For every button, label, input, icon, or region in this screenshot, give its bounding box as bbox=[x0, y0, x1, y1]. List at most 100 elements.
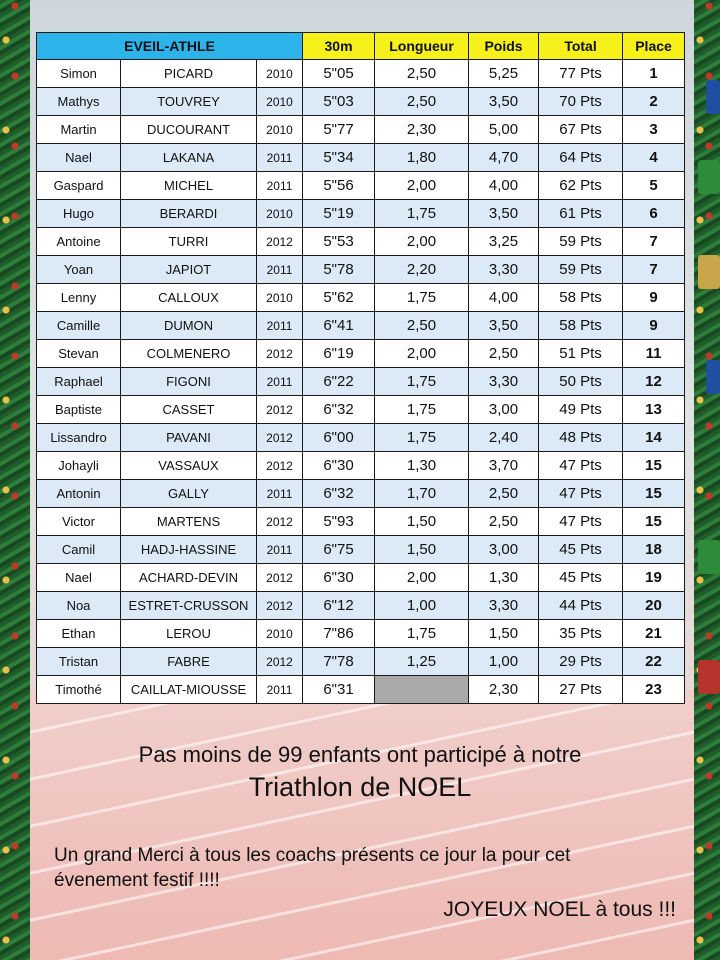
time-30m-cell: 7"86 bbox=[302, 619, 376, 648]
time-30m-cell: 6"32 bbox=[302, 395, 376, 424]
last-name-cell: BERARDI bbox=[120, 199, 257, 228]
table-row: Martin DUCOURANT 2010 5"77 2,30 5,00 67 Pts 3 bbox=[36, 115, 686, 144]
year-cell: 2012 bbox=[255, 507, 304, 536]
gift-decoration bbox=[698, 660, 720, 694]
time-30m-cell: 6"32 bbox=[302, 479, 376, 508]
table-row: Simon PICARD 2010 5"05 2,50 5,25 77 Pts 1 bbox=[36, 59, 686, 88]
poids-cell: 1,00 bbox=[468, 647, 540, 676]
year-cell: 2012 bbox=[255, 395, 304, 424]
total-cell: 49 Pts bbox=[538, 395, 624, 424]
year-cell: 2012 bbox=[255, 227, 304, 256]
year-cell: 2010 bbox=[255, 199, 304, 228]
year-cell: 2011 bbox=[255, 311, 304, 340]
year-cell: 2012 bbox=[255, 647, 304, 676]
first-name-cell: Camille bbox=[36, 311, 121, 340]
poids-cell: 3,50 bbox=[468, 199, 540, 228]
place-cell: 14 bbox=[622, 423, 686, 452]
table-row: Antonin GALLY 2011 6"32 1,70 2,50 47 Pts 15 bbox=[36, 479, 686, 508]
garland-decoration-right bbox=[694, 0, 720, 960]
table-row: Noa ESTRET-CRUSSON 2012 6"12 1,00 3,30 44 Pts 2… bbox=[36, 591, 686, 620]
place-cell: 4 bbox=[622, 143, 686, 172]
total-cell: 59 Pts bbox=[538, 255, 624, 284]
time-30m-cell: 6"31 bbox=[302, 675, 376, 704]
total-cell: 61 Pts bbox=[538, 199, 624, 228]
last-name-cell: PICARD bbox=[120, 59, 257, 88]
longueur-cell: 1,30 bbox=[374, 451, 470, 480]
total-cell: 27 Pts bbox=[538, 675, 624, 704]
gift-decoration bbox=[706, 360, 720, 394]
total-cell: 45 Pts bbox=[538, 563, 624, 592]
longueur-cell: 1,50 bbox=[374, 535, 470, 564]
place-cell: 11 bbox=[622, 339, 686, 368]
longueur-cell: 1,25 bbox=[374, 647, 470, 676]
table-row: Camil HADJ-HASSINE 2011 6"75 1,50 3,00 45 Pts 1… bbox=[36, 535, 686, 564]
first-name-cell: Raphael bbox=[36, 367, 121, 396]
longueur-cell: 2,50 bbox=[374, 311, 470, 340]
participation-message: Pas moins de 99 enfants ont participé à … bbox=[138, 742, 582, 767]
place-cell: 12 bbox=[622, 367, 686, 396]
table-row: Victor MARTENS 2012 5"93 1,50 2,50 47 Pts 15 bbox=[36, 507, 686, 536]
longueur-cell: 2,00 bbox=[374, 171, 470, 200]
place-cell: 9 bbox=[622, 311, 686, 340]
place-cell: 15 bbox=[622, 451, 686, 480]
last-name-cell: MARTENS bbox=[120, 507, 257, 536]
gift-decoration bbox=[698, 540, 720, 574]
longueur-cell: 1,75 bbox=[374, 283, 470, 312]
first-name-cell: Timothé bbox=[36, 675, 121, 704]
last-name-cell: MICHEL bbox=[120, 171, 257, 200]
time-30m-cell: 7"78 bbox=[302, 647, 376, 676]
table-row: Camille DUMON 2011 6"41 2,50 3,50 58 Pts 9 bbox=[36, 311, 686, 340]
place-cell: 7 bbox=[622, 255, 686, 284]
year-cell: 2012 bbox=[255, 339, 304, 368]
poids-cell: 3,30 bbox=[468, 367, 540, 396]
total-cell: 29 Pts bbox=[538, 647, 624, 676]
longueur-cell: 1,70 bbox=[374, 479, 470, 508]
greeting-message: JOYEUX NOEL à tous !!! bbox=[443, 898, 676, 921]
poids-cell: 5,25 bbox=[468, 59, 540, 88]
place-cell: 6 bbox=[622, 199, 686, 228]
total-cell: 47 Pts bbox=[538, 451, 624, 480]
table-row: Lenny CALLOUX 2010 5"62 1,75 4,00 58 Pts 9 bbox=[36, 283, 686, 312]
table-row: Baptiste CASSET 2012 6"32 1,75 3,00 49 Pts 13 bbox=[36, 395, 686, 424]
total-cell: 58 Pts bbox=[538, 311, 624, 340]
table-row: Nael ACHARD-DEVIN 2012 6"30 2,00 1,30 45 Pts 19 bbox=[36, 563, 686, 592]
poids-cell: 2,30 bbox=[468, 675, 540, 704]
thanks-message: Un grand Merci à tous les coachs présent… bbox=[54, 845, 571, 891]
header-total: Total bbox=[538, 32, 624, 60]
first-name-cell: Victor bbox=[36, 507, 121, 536]
poids-cell: 3,30 bbox=[468, 255, 540, 284]
header-poids: Poids bbox=[468, 32, 540, 60]
time-30m-cell: 5"78 bbox=[302, 255, 376, 284]
total-cell: 58 Pts bbox=[538, 283, 624, 312]
header-longueur: Longueur bbox=[374, 32, 470, 60]
gift-decoration bbox=[706, 80, 720, 114]
first-name-cell: Johayli bbox=[36, 451, 121, 480]
table-row: Lissandro PAVANI 2012 6"00 1,75 2,40 48 Pts 14 bbox=[36, 423, 686, 452]
longueur-cell: 2,50 bbox=[374, 59, 470, 88]
poids-cell: 4,70 bbox=[468, 143, 540, 172]
last-name-cell: TOUVREY bbox=[120, 87, 257, 116]
longueur-cell: 1,75 bbox=[374, 199, 470, 228]
last-name-cell: GALLY bbox=[120, 479, 257, 508]
time-30m-cell: 6"00 bbox=[302, 423, 376, 452]
longueur-cell: 1,75 bbox=[374, 619, 470, 648]
table-row: Nael LAKANA 2011 5"34 1,80 4,70 64 Pts 4 bbox=[36, 143, 686, 172]
results-table: EVEIL-ATHLE 30m Longueur Poids Total Pla… bbox=[35, 32, 686, 704]
year-cell: 2010 bbox=[255, 87, 304, 116]
place-cell: 13 bbox=[622, 395, 686, 424]
total-cell: 77 Pts bbox=[538, 59, 624, 88]
poids-cell: 2,50 bbox=[468, 339, 540, 368]
last-name-cell: CALLOUX bbox=[120, 283, 257, 312]
poids-cell: 3,25 bbox=[468, 227, 540, 256]
header-30m: 30m bbox=[302, 32, 376, 60]
place-cell: 21 bbox=[622, 619, 686, 648]
poids-cell: 3,50 bbox=[468, 311, 540, 340]
year-cell: 2011 bbox=[255, 171, 304, 200]
total-cell: 50 Pts bbox=[538, 367, 624, 396]
longueur-cell: 2,30 bbox=[374, 115, 470, 144]
table-row: Johayli VASSAUX 2012 6"30 1,30 3,70 47 Pts 15 bbox=[36, 451, 686, 480]
time-30m-cell: 6"75 bbox=[302, 535, 376, 564]
header-row: EVEIL-ATHLE 30m Longueur Poids Total Pla… bbox=[35, 32, 686, 60]
total-cell: 67 Pts bbox=[538, 115, 624, 144]
longueur-cell: 2,00 bbox=[374, 563, 470, 592]
